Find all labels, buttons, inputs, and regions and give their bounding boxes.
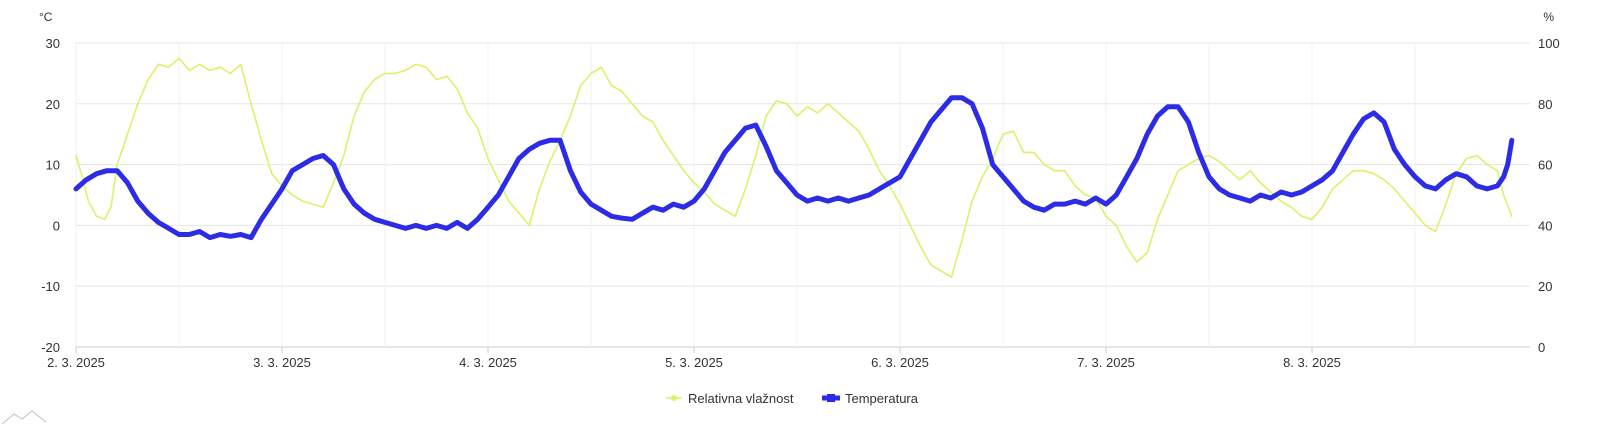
y-left-tick-label: -20 [41, 340, 60, 355]
legend-temperature-label: Temperatura [845, 391, 919, 406]
x-tick-label: 4. 3. 2025 [459, 355, 517, 370]
x-tick-label: 5. 3. 2025 [665, 355, 723, 370]
y-right-tick-label: 40 [1538, 218, 1552, 233]
y-left-tick-label: 10 [46, 158, 60, 173]
legend-temperature-marker [827, 394, 835, 402]
right-axis-unit: % [1543, 10, 1554, 24]
y-right-tick-label: 60 [1538, 158, 1552, 173]
left-axis: 30 20 10 0 -10 -20 [41, 36, 60, 355]
x-tick-label: 2. 3. 2025 [47, 355, 105, 370]
x-tick-label: 8. 3. 2025 [1283, 355, 1341, 370]
series-temperature-line[interactable] [73, 95, 1515, 241]
series-humidity-line[interactable] [75, 57, 1513, 278]
legend[interactable]: Relativna vlažnost Temperatura [666, 391, 919, 406]
y-right-tick-label: 20 [1538, 279, 1552, 294]
left-axis-unit: °C [39, 10, 53, 24]
series-layer [73, 57, 1515, 278]
grid-lines [75, 42, 1530, 348]
legend-item-humidity[interactable]: Relativna vlažnost [666, 391, 794, 406]
y-right-tick-label: 80 [1538, 97, 1552, 112]
legend-humidity-marker [671, 395, 677, 401]
legend-humidity-label: Relativna vlažnost [688, 391, 794, 406]
legend-item-temperature[interactable]: Temperatura [822, 391, 919, 406]
y-left-tick-label: 20 [46, 97, 60, 112]
y-left-tick-label: 0 [53, 218, 60, 233]
y-right-tick-label: 0 [1538, 340, 1545, 355]
y-left-tick-label: -10 [41, 279, 60, 294]
chart-logo [1, 410, 47, 425]
y-left-tick-label: 30 [46, 36, 60, 51]
y-right-tick-label: 100 [1538, 36, 1560, 51]
x-tick-label: 6. 3. 2025 [871, 355, 929, 370]
x-tick-label: 7. 3. 2025 [1077, 355, 1135, 370]
right-axis: 100 80 60 40 20 0 [1538, 36, 1560, 355]
x-tick-label: 3. 3. 2025 [253, 355, 311, 370]
x-axis: 2. 3. 2025 3. 3. 2025 4. 3. 2025 5. 3. 2025… [47, 347, 1341, 370]
